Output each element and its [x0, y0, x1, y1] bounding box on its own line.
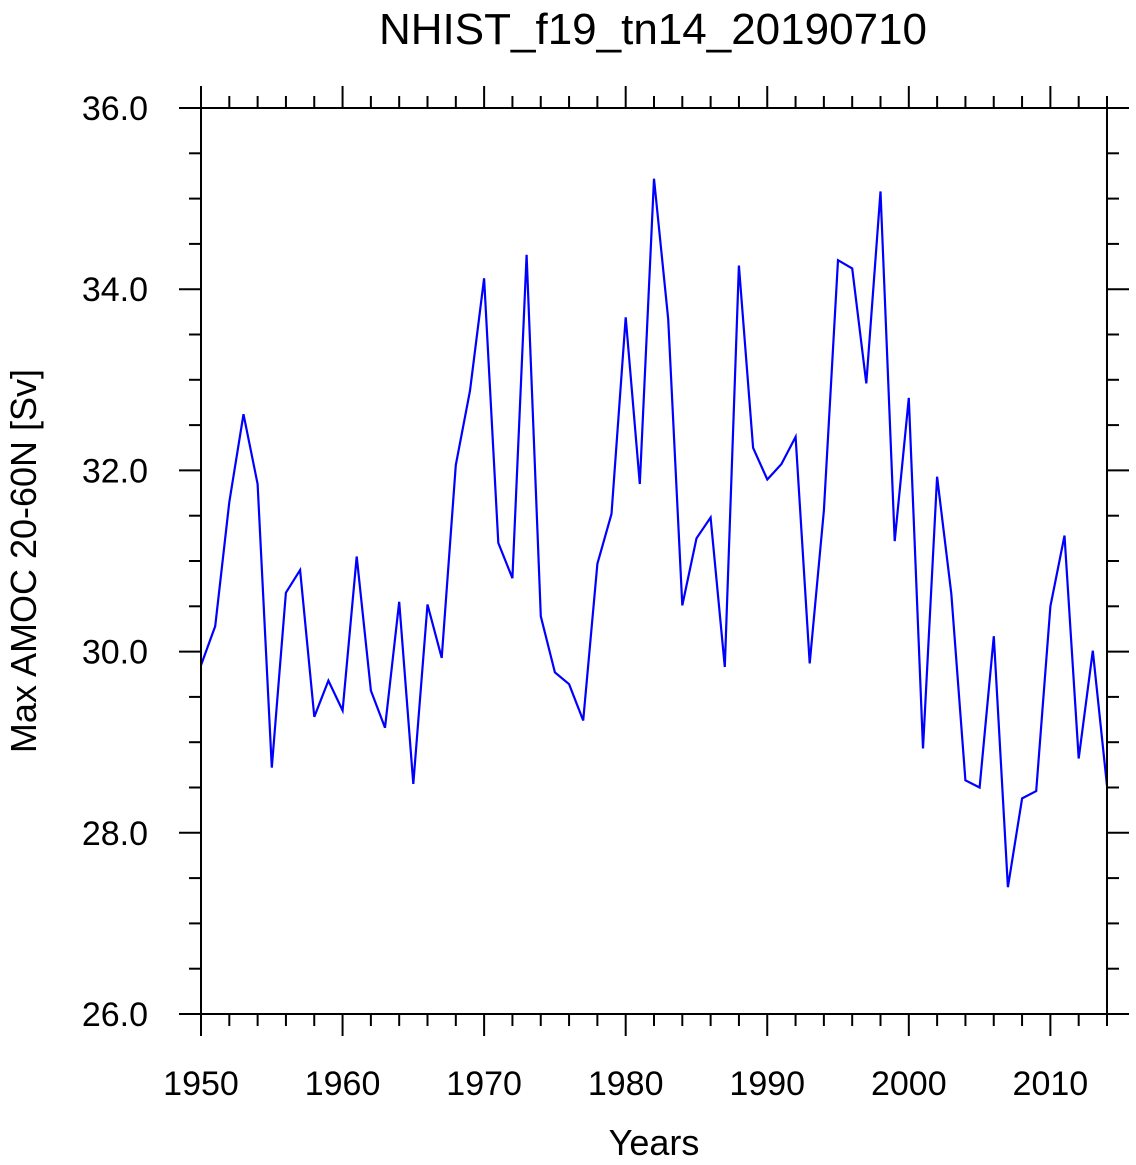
y-tick-label-26_0: 26.0: [82, 996, 148, 1034]
x-tick-label-1970: 1970: [446, 1065, 522, 1103]
x-axis-label: Years: [609, 1122, 700, 1163]
x-tick-labels: 1950 1960 1970 1980 1990 2000 2010: [163, 1065, 1088, 1103]
y-tick-labels: 26.0 28.0 30.0 32.0 34.0 36.0: [82, 90, 148, 1034]
x-tick-label-1960: 1960: [305, 1065, 381, 1103]
x-tick-label-2000: 2000: [871, 1065, 947, 1103]
x-tick-label-2010: 2010: [1013, 1065, 1089, 1103]
y-axis-label: Max AMOC 20-60N [Sv]: [3, 369, 44, 753]
plot-frame: [200, 107, 1108, 1015]
y-tick-label-32_0: 32.0: [82, 452, 148, 490]
y-tick-label-28_0: 28.0: [82, 815, 148, 853]
chart-title: NHIST_f19_tn14_20190710: [379, 5, 927, 54]
y-tick-label-30_0: 30.0: [82, 634, 148, 672]
series-line-0: [199, 178, 1109, 888]
series-group: [199, 178, 1109, 888]
x-tick-label-1950: 1950: [163, 1065, 239, 1103]
x-tick-label-1980: 1980: [588, 1065, 664, 1103]
y-tick-label-34_0: 34.0: [82, 271, 148, 309]
minor-ticks: [189, 96, 1119, 1026]
major-ticks: [179, 86, 1129, 1036]
y-tick-label-36_0: 36.0: [82, 90, 148, 128]
x-tick-label-1990: 1990: [729, 1065, 805, 1103]
